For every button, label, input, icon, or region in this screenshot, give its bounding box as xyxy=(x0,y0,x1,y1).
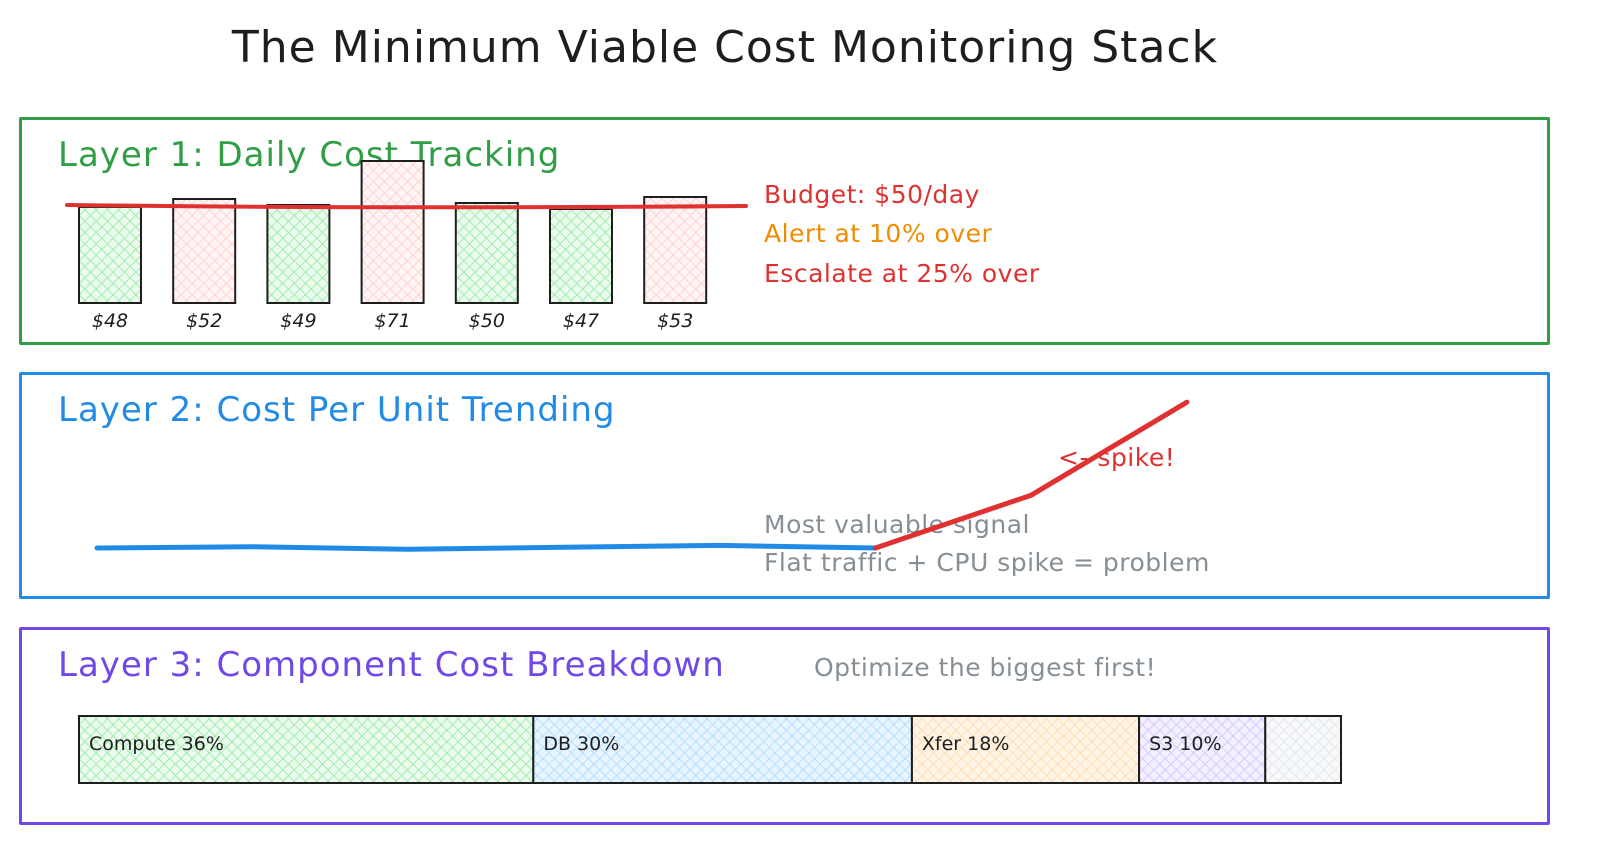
daily-bar-label: $50 xyxy=(469,310,505,332)
daily-bar xyxy=(172,198,237,304)
component-segment xyxy=(78,715,535,784)
daily-cost-bars: $48 $52 $49 $71 $50 $47 $53 xyxy=(65,160,748,332)
alert-note: Alert at 10% over xyxy=(764,219,993,248)
signal-note: Most valuable signal xyxy=(764,510,1030,539)
spike-trend-line xyxy=(873,399,1190,551)
escalate-note: Escalate at 25% over xyxy=(764,259,1040,288)
daily-bar-label: $71 xyxy=(374,310,410,332)
page-title: The Minimum Viable Cost Monitoring Stack xyxy=(231,22,1219,73)
component-segment-label: Xfer 18% xyxy=(922,733,1009,755)
daily-bar-label: $48 xyxy=(92,310,128,332)
component-segment-label: DB 30% xyxy=(543,733,619,755)
daily-bar xyxy=(266,204,331,304)
layer3-panel xyxy=(19,627,1550,825)
layer1-title: Layer 1: Daily Cost Tracking xyxy=(58,135,561,175)
component-segment xyxy=(1138,715,1267,784)
component-segment-label: Compute 36% xyxy=(89,733,224,755)
cost-per-unit-line xyxy=(94,399,1190,552)
daily-bar-label: $47 xyxy=(563,310,599,332)
budget-threshold-line xyxy=(65,203,748,210)
daily-bar xyxy=(549,208,613,304)
daily-bar xyxy=(454,202,519,304)
daily-bar-label: $52 xyxy=(186,310,222,332)
optimize-note: Optimize the biggest first! xyxy=(814,653,1157,682)
daily-bar-label: $53 xyxy=(657,310,693,332)
budget-note: Budget: $50/day xyxy=(764,180,980,209)
layer2-title: Layer 2: Cost Per Unit Trending xyxy=(58,390,616,430)
component-segment xyxy=(910,715,1141,784)
daily-bar xyxy=(643,196,708,304)
daily-bar xyxy=(78,206,142,304)
layer3-title: Layer 3: Component Cost Breakdown xyxy=(58,645,725,685)
component-breakdown-bar: Compute 36% DB 30% Xfer 18% S3 10% xyxy=(78,715,1343,784)
layer2-panel xyxy=(19,372,1550,599)
component-segment-label: S3 10% xyxy=(1149,733,1221,755)
daily-bar-label: $49 xyxy=(280,310,316,332)
layer1-panel xyxy=(19,117,1550,345)
daily-bar xyxy=(360,160,425,304)
problem-note: Flat traffic + CPU spike = problem xyxy=(764,548,1210,577)
component-segment xyxy=(1264,715,1343,784)
flat-trend-line xyxy=(94,542,878,552)
